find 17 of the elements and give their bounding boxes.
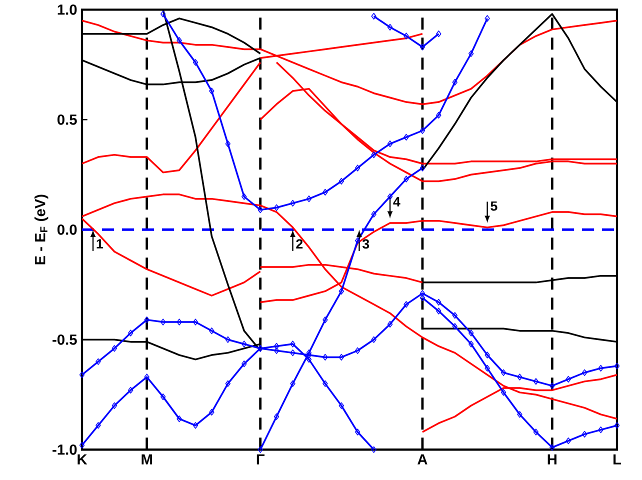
x-tick-label: L: [614, 454, 622, 465]
x-tick-label: A: [418, 454, 428, 465]
annotation: 3: [362, 239, 370, 249]
annotation: 5: [490, 202, 498, 211]
y-axis-title: E - E$_{F}$ (eV): [34, 194, 48, 264]
annotation: 1: [96, 239, 104, 249]
y-tick-label: 1.0: [58, 4, 77, 16]
y-tick-label: -0.5: [52, 334, 77, 346]
y-tick-label: 0.0: [57, 224, 77, 236]
annotation: 4: [393, 197, 400, 207]
x-tick-label: M: [142, 454, 152, 465]
x-tick-label: H: [548, 454, 556, 465]
x-tick-label: Γ: [256, 454, 264, 465]
y-tick-label: -1.0: [52, 444, 77, 456]
x-tick-label: K: [78, 454, 88, 465]
y-tick-label: 0.5: [57, 114, 77, 126]
annotation: 2: [296, 239, 303, 249]
